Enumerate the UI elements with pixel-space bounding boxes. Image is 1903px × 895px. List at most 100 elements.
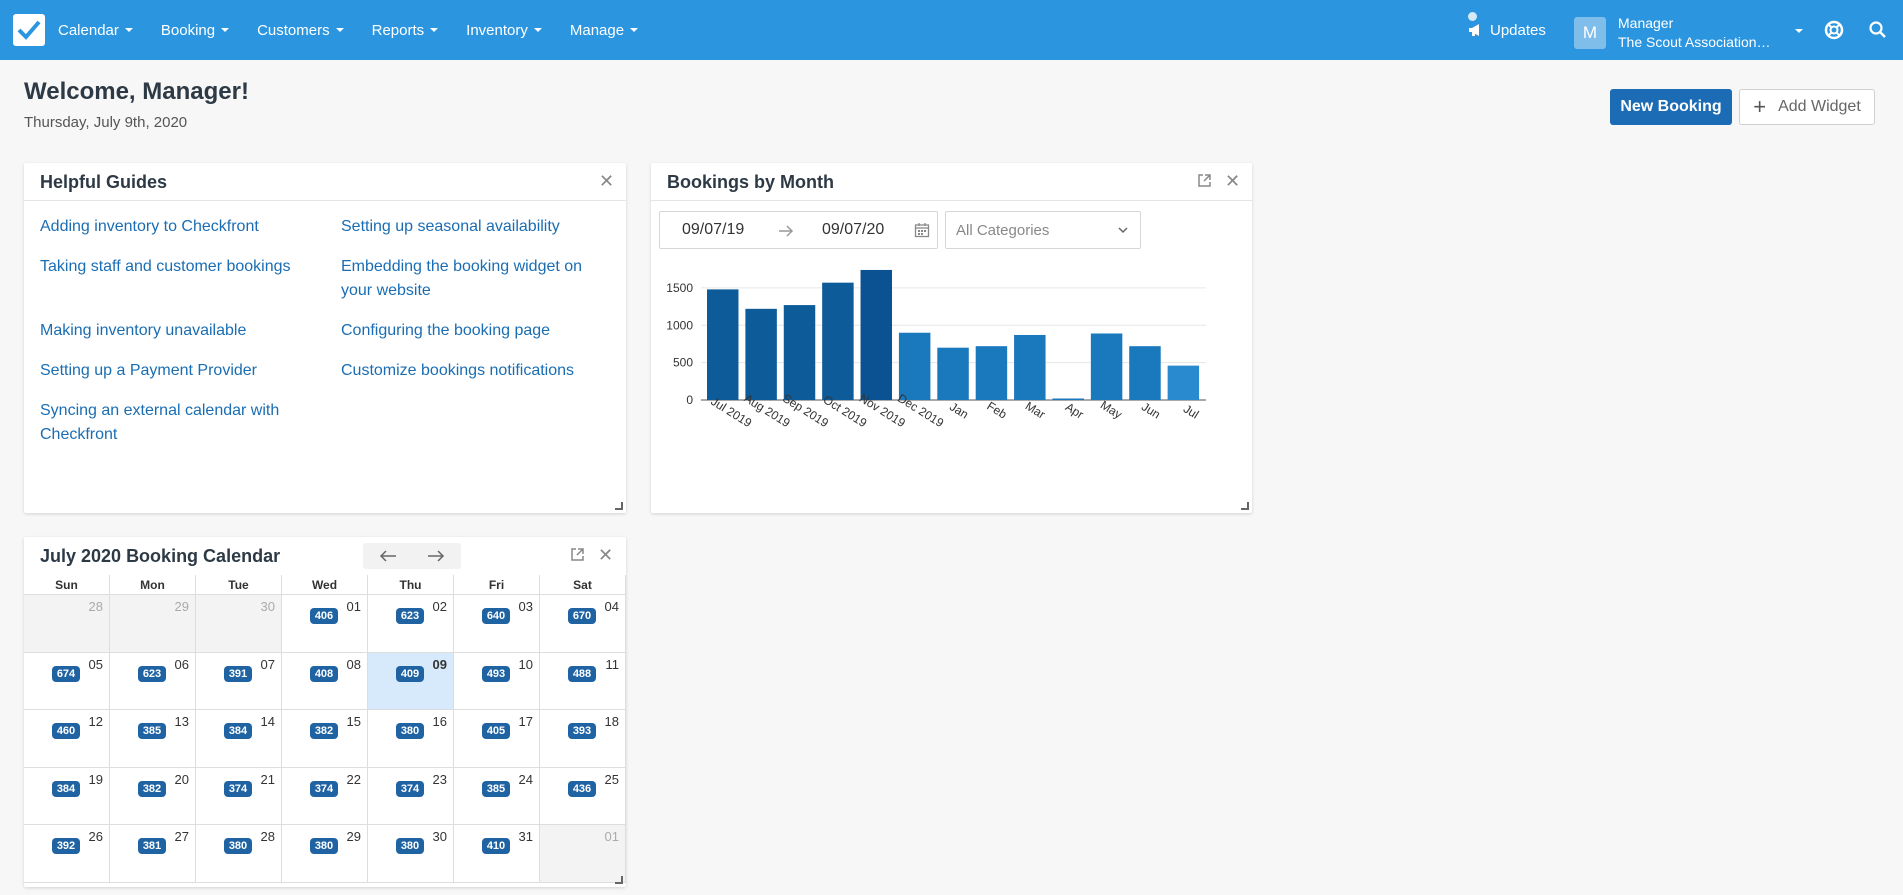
updates-button[interactable]: Updates bbox=[1468, 0, 1546, 60]
booking-count-badge[interactable]: 493 bbox=[482, 665, 510, 682]
close-icon[interactable]: ✕ bbox=[599, 171, 615, 191]
arrow-right-icon[interactable] bbox=[427, 549, 445, 563]
booking-count-badge[interactable]: 640 bbox=[482, 608, 510, 624]
calendar-day[interactable]: 23 374 bbox=[368, 767, 454, 824]
booking-count-badge[interactable]: 393 bbox=[568, 723, 596, 739]
booking-count-badge[interactable]: 385 bbox=[482, 780, 510, 797]
calendar-day[interactable]: 27 381 bbox=[110, 825, 196, 882]
user-menu[interactable]: M Manager The Scout Association… bbox=[1574, 14, 1771, 52]
guide-link[interactable]: Embedding the booking widget on your webs… bbox=[341, 255, 582, 303]
booking-count-badge[interactable]: 488 bbox=[568, 665, 596, 682]
external-link-icon[interactable] bbox=[1197, 173, 1212, 188]
menu-calendar[interactable]: Calendar bbox=[58, 22, 133, 39]
calendar-day[interactable]: 16 380 bbox=[368, 710, 454, 767]
calendar-day[interactable]: 13 385 bbox=[110, 710, 196, 767]
external-link-icon[interactable] bbox=[570, 547, 585, 562]
resize-handle[interactable] bbox=[615, 876, 623, 884]
booking-count-badge[interactable]: 623 bbox=[138, 665, 166, 682]
calendar-day[interactable]: 05 674 bbox=[24, 652, 110, 709]
booking-count-badge[interactable]: 408 bbox=[310, 665, 338, 682]
calendar-day[interactable]: 03 640 bbox=[454, 595, 540, 652]
search-icon[interactable] bbox=[1868, 20, 1888, 40]
calendar-day[interactable]: 01 406 bbox=[282, 595, 368, 652]
calendar-day[interactable]: 18 393 bbox=[540, 710, 626, 767]
resize-handle[interactable] bbox=[1241, 502, 1249, 510]
calendar-day[interactable]: 12 460 bbox=[24, 710, 110, 767]
calendar-day[interactable]: 19 384 bbox=[24, 767, 110, 824]
calendar-day[interactable]: 28 380 bbox=[196, 825, 282, 882]
calendar-day[interactable]: 22 374 bbox=[282, 767, 368, 824]
booking-count-badge[interactable]: 436 bbox=[568, 780, 596, 797]
arrow-left-icon[interactable] bbox=[379, 549, 397, 563]
booking-count-badge[interactable]: 380 bbox=[396, 838, 424, 854]
calendar-day[interactable]: 06 623 bbox=[110, 652, 196, 709]
calendar-day[interactable]: 30 380 bbox=[368, 825, 454, 882]
chart-bar[interactable] bbox=[975, 346, 1008, 400]
booking-count-badge[interactable]: 381 bbox=[138, 838, 166, 854]
guide-link[interactable]: Configuring the booking page bbox=[341, 319, 550, 343]
booking-count-badge[interactable]: 380 bbox=[224, 838, 252, 854]
booking-count-badge[interactable]: 380 bbox=[310, 838, 338, 854]
calendar-day[interactable]: 04 670 bbox=[540, 595, 626, 652]
chart-bar[interactable] bbox=[860, 269, 893, 400]
booking-count-badge[interactable]: 382 bbox=[310, 723, 338, 739]
booking-count-badge[interactable]: 460 bbox=[52, 723, 80, 739]
calendar-day[interactable]: 20 382 bbox=[110, 767, 196, 824]
category-select[interactable]: All Categories bbox=[945, 211, 1141, 249]
calendar-day[interactable]: 29 bbox=[110, 595, 196, 652]
calendar-day[interactable]: 08 408 bbox=[282, 652, 368, 709]
calendar-day[interactable]: 31 410 bbox=[454, 825, 540, 882]
calendar-day[interactable]: 01 bbox=[540, 825, 626, 882]
booking-count-badge[interactable]: 405 bbox=[482, 723, 510, 739]
booking-count-badge[interactable]: 384 bbox=[224, 723, 252, 739]
logo-checkmark-icon[interactable] bbox=[13, 14, 45, 46]
date-to[interactable]: 09/07/20 bbox=[822, 221, 885, 238]
guide-link[interactable]: Making inventory unavailable bbox=[40, 319, 246, 343]
chart-bar[interactable] bbox=[1129, 346, 1161, 400]
calendar-icon[interactable] bbox=[914, 222, 930, 238]
calendar-day[interactable]: 02 623 bbox=[368, 595, 454, 652]
booking-count-badge[interactable]: 384 bbox=[52, 780, 80, 797]
chart-bar[interactable] bbox=[937, 347, 969, 400]
booking-count-badge[interactable]: 374 bbox=[224, 780, 252, 797]
booking-count-badge[interactable]: 385 bbox=[138, 723, 166, 739]
close-icon[interactable]: ✕ bbox=[598, 545, 614, 565]
calendar-day-today[interactable]: 09 409 bbox=[368, 652, 454, 709]
chart-bar[interactable] bbox=[1052, 398, 1084, 400]
close-icon[interactable]: ✕ bbox=[1225, 171, 1241, 191]
chart-bar[interactable] bbox=[822, 282, 854, 400]
guide-link[interactable]: Adding inventory to Checkfront bbox=[40, 215, 259, 239]
guide-link[interactable]: Taking staff and customer bookings bbox=[40, 255, 291, 279]
booking-count-badge[interactable]: 374 bbox=[396, 780, 424, 797]
booking-count-badge[interactable]: 409 bbox=[396, 665, 424, 682]
chart-bar[interactable] bbox=[1014, 334, 1046, 400]
guide-link[interactable]: Customize bookings notifications bbox=[341, 359, 574, 383]
menu-manage[interactable]: Manage bbox=[570, 22, 639, 39]
booking-count-badge[interactable]: 674 bbox=[52, 665, 80, 682]
calendar-day[interactable]: 17 405 bbox=[454, 710, 540, 767]
guide-link[interactable]: Setting up seasonal availability bbox=[341, 215, 560, 239]
calendar-day[interactable]: 07 391 bbox=[196, 652, 282, 709]
booking-count-badge[interactable]: 382 bbox=[138, 780, 166, 797]
chart-bar[interactable] bbox=[783, 305, 816, 400]
chart-bar[interactable] bbox=[1167, 365, 1200, 400]
calendar-day[interactable]: 10 493 bbox=[454, 652, 540, 709]
chart-bar[interactable] bbox=[707, 289, 739, 400]
resize-handle[interactable] bbox=[615, 502, 623, 510]
calendar-day[interactable]: 21 374 bbox=[196, 767, 282, 824]
user-caret-down-icon[interactable] bbox=[1795, 29, 1803, 33]
calendar-day[interactable]: 11 488 bbox=[540, 652, 626, 709]
booking-count-badge[interactable]: 670 bbox=[568, 608, 596, 624]
calendar-day[interactable]: 30 bbox=[196, 595, 282, 652]
add-widget-button[interactable]: + Add Widget bbox=[1739, 89, 1875, 125]
calendar-day[interactable]: 14 384 bbox=[196, 710, 282, 767]
lifebuoy-icon[interactable] bbox=[1824, 20, 1844, 40]
booking-count-badge[interactable]: 392 bbox=[52, 838, 80, 854]
booking-count-badge[interactable]: 623 bbox=[396, 608, 424, 624]
menu-inventory[interactable]: Inventory bbox=[466, 22, 542, 39]
date-range-picker[interactable]: 09/07/19 09/07/20 bbox=[659, 211, 938, 249]
calendar-day[interactable]: 28 bbox=[24, 595, 110, 652]
new-booking-button[interactable]: New Booking bbox=[1610, 89, 1732, 125]
calendar-day[interactable]: 29 380 bbox=[282, 825, 368, 882]
calendar-day[interactable]: 26 392 bbox=[24, 825, 110, 882]
